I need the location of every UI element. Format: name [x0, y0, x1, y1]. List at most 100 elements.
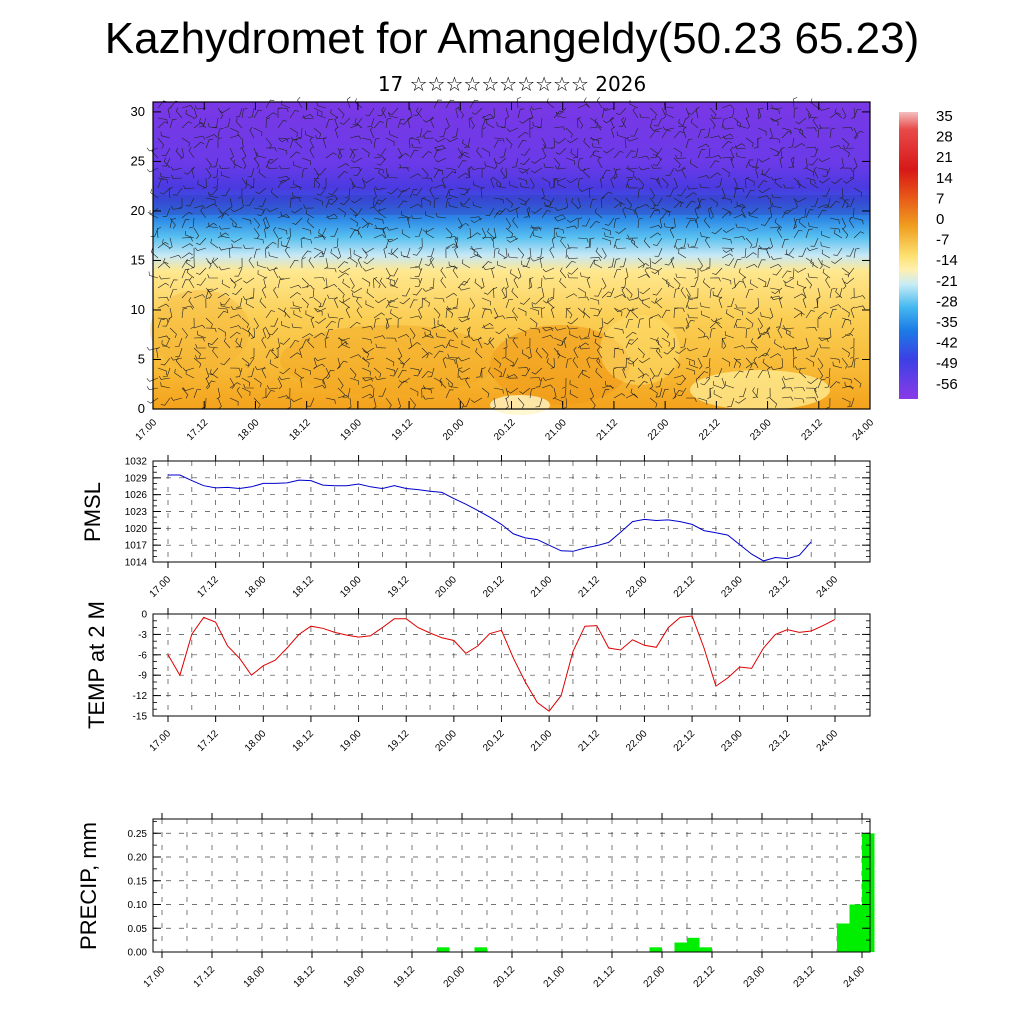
- wind-barb: [188, 147, 195, 159]
- wind-barb: [409, 137, 414, 149]
- wind-barb: [685, 219, 695, 229]
- wind-barb: [266, 207, 279, 212]
- wind-barb: [183, 184, 195, 190]
- wind-barb: [578, 187, 591, 192]
- wind-barb: [386, 237, 399, 243]
- wind-barb: [399, 357, 411, 365]
- wind-barb: [325, 320, 336, 329]
- wind-barb: [377, 107, 387, 117]
- wind-barb: [710, 317, 723, 323]
- x-tick-label: 22.00: [624, 574, 650, 600]
- wind-barb: [813, 166, 819, 179]
- wind-barb: [520, 157, 531, 165]
- wind-barb: [413, 107, 423, 116]
- wind-barb: [457, 107, 464, 119]
- wind-barb: [397, 334, 410, 339]
- wind-barb: [541, 334, 554, 339]
- wind-barb: [673, 130, 684, 139]
- wind-barb: [853, 377, 862, 388]
- wind-barb: [841, 126, 853, 131]
- wind-barb: [567, 317, 579, 325]
- wind-barb: [697, 199, 706, 209]
- wind-barb: [834, 229, 843, 239]
- wind-barb: [798, 368, 807, 379]
- wind-barb: [580, 272, 591, 279]
- wind-barb: [353, 249, 363, 259]
- wind-barb: [689, 360, 699, 369]
- wind-barb: [433, 184, 446, 189]
- wind-barb: [397, 147, 403, 160]
- wind-barb: [213, 177, 219, 189]
- wind-barb: [290, 397, 303, 402]
- wind-barb: [253, 237, 264, 244]
- wind-barb: [147, 397, 159, 404]
- wind-barb: [757, 108, 764, 119]
- wind-barb: [378, 208, 387, 219]
- wind-barb: [397, 200, 408, 209]
- wind-barb: [694, 267, 699, 279]
- wind-barb: [589, 259, 599, 269]
- wind-barb: [625, 178, 633, 189]
- wind-barb: [481, 307, 492, 314]
- x-tick-label: 20.00: [434, 728, 460, 754]
- wind-barb: [677, 387, 687, 397]
- colorbar-label: 0: [936, 211, 944, 228]
- wind-barb: [278, 376, 291, 381]
- wind-barb: [230, 237, 243, 243]
- wind-barb: [817, 367, 824, 380]
- wind-barb: [745, 357, 753, 369]
- wind-barb: [673, 307, 679, 319]
- wind-barb: [338, 337, 351, 341]
- wind-barb: [313, 107, 323, 117]
- colorbar-label: 28: [936, 129, 953, 146]
- wind-barb: [794, 267, 807, 273]
- wind-barb: [780, 146, 785, 159]
- wind-barb: [829, 381, 841, 389]
- wind-barb: [781, 210, 791, 219]
- wind-barb: [687, 294, 699, 299]
- wind-barb: [758, 157, 771, 163]
- wind-barb: [542, 267, 555, 273]
- wind-barb: [613, 218, 620, 229]
- x-tick-label: 21.12: [576, 728, 602, 754]
- wind-barb: [673, 277, 681, 289]
- wind-barb: [256, 151, 267, 159]
- wind-barb: [277, 175, 290, 180]
- wind-barb: [783, 184, 795, 189]
- wind-barb: [447, 353, 459, 359]
- wind-barb: [375, 224, 387, 230]
- colorbar-label: 35: [936, 108, 953, 125]
- wind-barb: [663, 347, 675, 355]
- wind-barb: [346, 96, 351, 109]
- wind-barb: [160, 357, 171, 366]
- wind-barb: [752, 157, 759, 168]
- x-tick-label: 23.00: [719, 728, 745, 754]
- wind-barb: [625, 380, 635, 389]
- wind-barb: [262, 326, 267, 339]
- wind-barb: [289, 110, 299, 119]
- wind-barb: [313, 277, 325, 282]
- wind-barb: [733, 143, 746, 149]
- wind-barb: [824, 377, 831, 388]
- wind-barb: [596, 357, 603, 369]
- colorbar-label: -56: [936, 376, 958, 393]
- wind-barb: [589, 357, 601, 363]
- wind-barb: [418, 237, 423, 249]
- wind-barb: [589, 397, 596, 409]
- wind-barb: [709, 107, 717, 119]
- wind-barb: [523, 207, 531, 218]
- wind-barb: [324, 336, 329, 349]
- wind-barb: [301, 285, 314, 289]
- wind-barb: [289, 352, 301, 359]
- wind-barb: [181, 219, 190, 229]
- wind-barb: [675, 154, 687, 159]
- wind-barb: [229, 127, 239, 136]
- wind-barb: [481, 147, 491, 157]
- wind-barb: [577, 197, 581, 210]
- wind-barb: [493, 157, 498, 170]
- wind-barb: [493, 247, 499, 259]
- wind-barb: [673, 197, 682, 208]
- wind-barb: [694, 206, 699, 219]
- wind-barb: [625, 197, 633, 209]
- wind-barb: [565, 307, 573, 319]
